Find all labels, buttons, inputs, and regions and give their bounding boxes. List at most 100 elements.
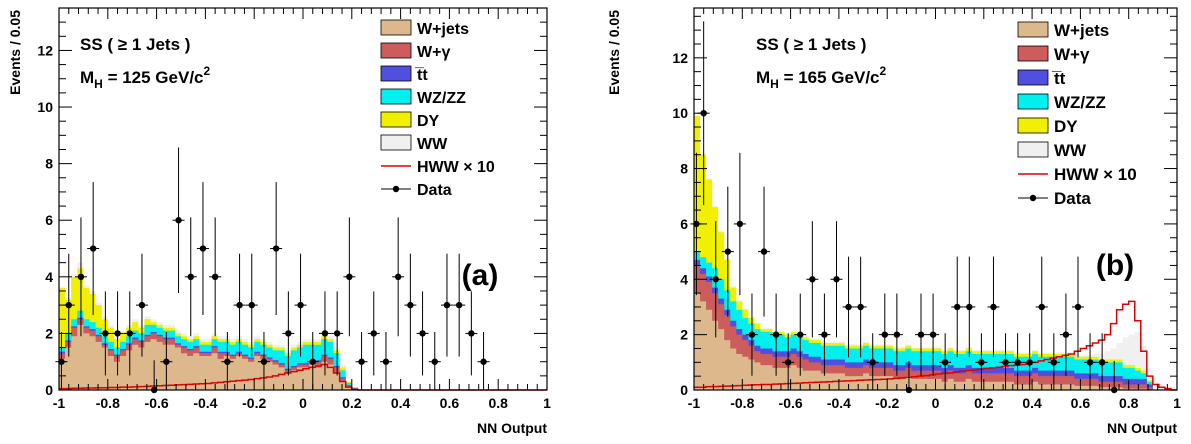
data-point	[318, 291, 331, 376]
data-point	[477, 331, 490, 390]
legend-swatch	[1017, 21, 1049, 38]
x-tick-label: -0.4	[193, 395, 217, 411]
data-point	[806, 221, 819, 338]
x-tick-label: -0.6	[779, 395, 803, 411]
stack-wz-zz	[694, 251, 1177, 390]
legend-item: W+γ	[380, 42, 450, 61]
x-tick-label: 0.2	[974, 395, 994, 411]
y-tick-label: 6	[45, 212, 53, 228]
data-point	[721, 186, 734, 317]
data-point	[245, 253, 258, 357]
legend-item: HWW × 10	[381, 159, 495, 176]
data-point	[331, 291, 344, 376]
stack-tt	[694, 259, 1177, 390]
legend-item: W+jets	[1017, 21, 1109, 40]
y-tick-label: 6	[680, 216, 688, 232]
data-point	[440, 253, 453, 357]
legend-label: DY	[1054, 117, 1078, 136]
legend-label: WZ/ZZ	[417, 90, 466, 107]
data-point	[782, 333, 795, 390]
legend-marker	[392, 185, 400, 193]
data-point	[709, 221, 722, 338]
legend-label: t̅t	[415, 67, 429, 84]
x-tick-label: -0.6	[145, 395, 169, 411]
legend-item: HWW × 10	[1018, 165, 1137, 184]
legend-label: Data	[1054, 189, 1091, 208]
data-point	[733, 152, 746, 296]
legend-swatch	[1017, 117, 1049, 134]
data-point	[99, 291, 112, 376]
data-point	[62, 253, 75, 357]
legend-swatch	[380, 88, 412, 105]
data-point	[939, 333, 952, 390]
legend-swatch	[1017, 69, 1049, 86]
x-tick-label: 0.2	[342, 395, 362, 411]
legend-item: W+γ	[1017, 45, 1090, 64]
chart-a: -1 -0.8 -0.6 -0.4 -0.2 0 0.2 0.4 0.6 0.8 102468101…	[7, 7, 551, 436]
legend-item: W+jets	[380, 19, 469, 38]
data-point	[404, 253, 417, 357]
x-tick-label: -0.8	[730, 395, 754, 411]
data-point	[257, 331, 270, 390]
legend-item: t̅t	[1017, 69, 1066, 88]
legend-label: t̅t	[1052, 69, 1066, 88]
data-point	[987, 256, 1000, 358]
x-tick-label: 0	[932, 395, 940, 411]
y-axis-label: Events / 0.05	[606, 10, 622, 95]
data-point	[123, 291, 136, 376]
legend-swatch	[380, 65, 412, 82]
higgs-mass-annotation: MH = 165 GeV/c2	[756, 64, 887, 91]
y-tick-label: 4	[45, 269, 53, 285]
x-tick-label: 1	[543, 395, 551, 411]
y-tick-label: 0	[680, 382, 688, 398]
legend-label: W+γ	[417, 44, 450, 61]
data-point	[209, 217, 222, 337]
legend-label: DY	[417, 113, 440, 130]
x-tick-label: 0.6	[1071, 395, 1091, 411]
x-tick-label: 0.4	[391, 395, 411, 411]
legend-item: Data	[1018, 189, 1091, 208]
legend-marker	[1029, 194, 1037, 202]
legend-item: WZ/ZZ	[380, 88, 466, 107]
y-tick-label: 2	[680, 327, 688, 343]
data-point	[758, 186, 771, 317]
legend-label: Data	[417, 182, 452, 199]
legend-label: WW	[1054, 141, 1087, 160]
y-tick-label: 4	[680, 271, 688, 287]
data-point	[282, 291, 295, 376]
legend-swatch	[1017, 141, 1049, 158]
data-point	[770, 293, 783, 376]
x-axis-label: NN Output	[1107, 420, 1177, 436]
data-point	[745, 293, 758, 376]
legend-label: HWW × 10	[1054, 165, 1137, 184]
data-point	[1047, 333, 1060, 390]
data-point	[794, 293, 807, 376]
x-tick-label: 0.8	[1119, 395, 1139, 411]
higgs-mass-annotation: MH = 125 GeV/c2	[80, 64, 211, 91]
data-point	[428, 331, 441, 390]
x-tick-label: -0.2	[242, 395, 266, 411]
x-axis-label: NN Output	[477, 420, 547, 436]
stack-w-jets	[59, 324, 547, 390]
data-point	[306, 331, 319, 390]
data-point	[233, 253, 246, 357]
data-point	[453, 253, 466, 357]
data-point	[74, 217, 87, 337]
data-point	[1059, 293, 1072, 376]
data-point	[1023, 333, 1036, 390]
legend-item: WW	[380, 134, 448, 153]
data-point	[878, 293, 891, 376]
data-point	[818, 293, 831, 376]
data-point	[87, 182, 100, 315]
y-tick-label: 8	[45, 156, 53, 172]
x-tick-label: 0.6	[440, 395, 460, 411]
data-point	[221, 331, 234, 390]
legend-item: DY	[1017, 117, 1078, 136]
chart-b: -1 -0.8 -0.6 -0.4 -0.2 0 0.2 0.4 0.6 0.8 102468101…	[606, 7, 1181, 436]
data-point	[842, 256, 855, 358]
data-point	[465, 291, 478, 376]
x-tick-label: -1	[688, 395, 701, 411]
legend-item: t̅t	[380, 65, 429, 84]
selection-annotation: SS ( ≥ 1 Jets )	[80, 35, 190, 54]
data-point	[172, 147, 185, 293]
